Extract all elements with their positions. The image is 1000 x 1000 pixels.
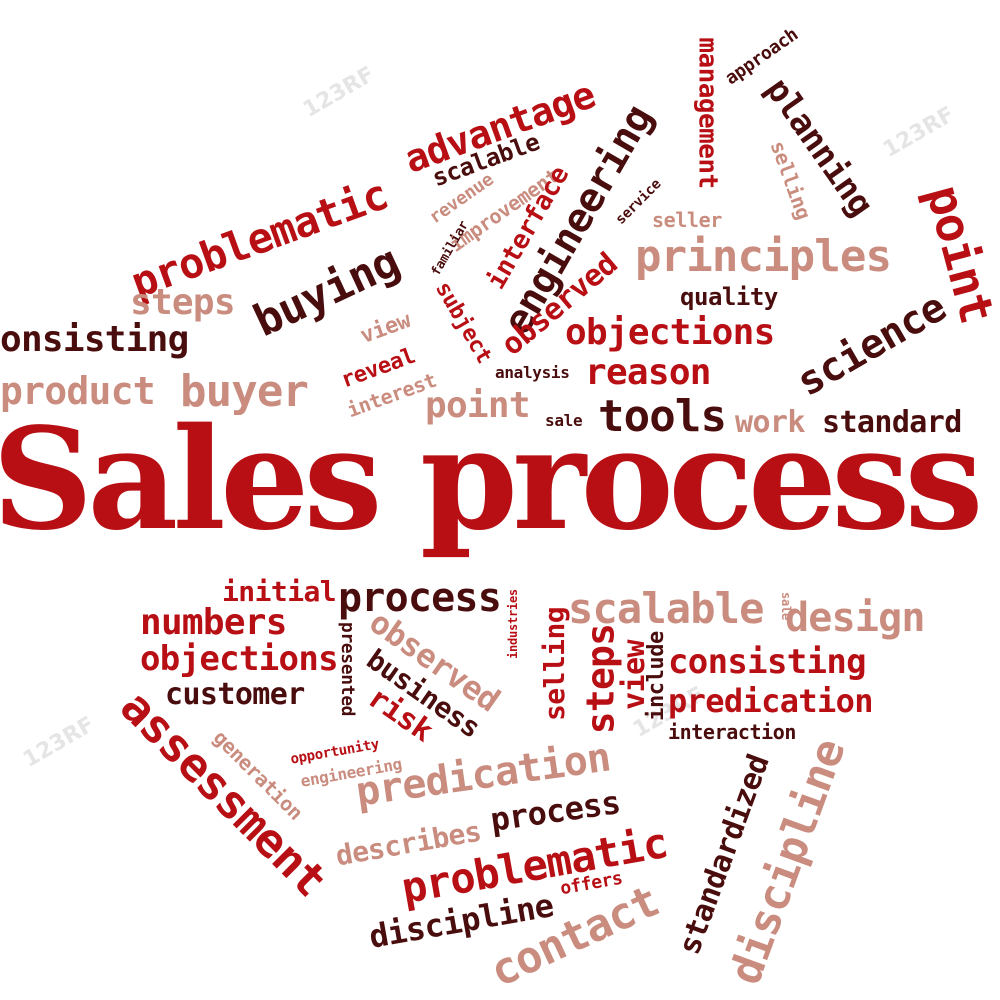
watermark-text: 123RF (878, 102, 959, 163)
word: steps (578, 623, 623, 735)
word: selling (538, 606, 572, 722)
word: include (643, 631, 669, 721)
word: presented (337, 621, 359, 717)
word: predication (668, 682, 874, 720)
word: sale (545, 411, 583, 430)
word: numbers (140, 602, 287, 643)
word: steps (130, 282, 235, 323)
word: standard (822, 405, 962, 440)
word: point (425, 385, 530, 426)
watermark-text: 123RF (298, 62, 379, 123)
word: scalable (568, 584, 764, 633)
word: initial (222, 575, 337, 608)
word: process (338, 575, 502, 621)
word: principles (635, 231, 892, 282)
word: assessment (110, 679, 338, 907)
word: consisting (668, 642, 867, 682)
word: interaction (668, 720, 797, 744)
word: tools (598, 391, 727, 442)
word: onsisting (0, 319, 189, 360)
word: buyer (180, 366, 309, 417)
main-title: Sales process (0, 398, 983, 562)
word: objections (140, 639, 339, 679)
word: industries (505, 589, 520, 659)
watermark-text: 123RF (18, 712, 99, 773)
word: reason (585, 352, 711, 393)
word: analysis (495, 363, 570, 382)
word: science (789, 284, 954, 406)
word: customer (165, 677, 305, 712)
word: subject (430, 277, 497, 368)
word: design (785, 595, 926, 641)
word: management (692, 37, 723, 189)
word: view (357, 308, 414, 350)
word: work (735, 405, 805, 440)
word: objections (565, 312, 775, 353)
word: quality (680, 283, 778, 311)
word: seller (652, 208, 722, 232)
word: product (0, 369, 156, 413)
